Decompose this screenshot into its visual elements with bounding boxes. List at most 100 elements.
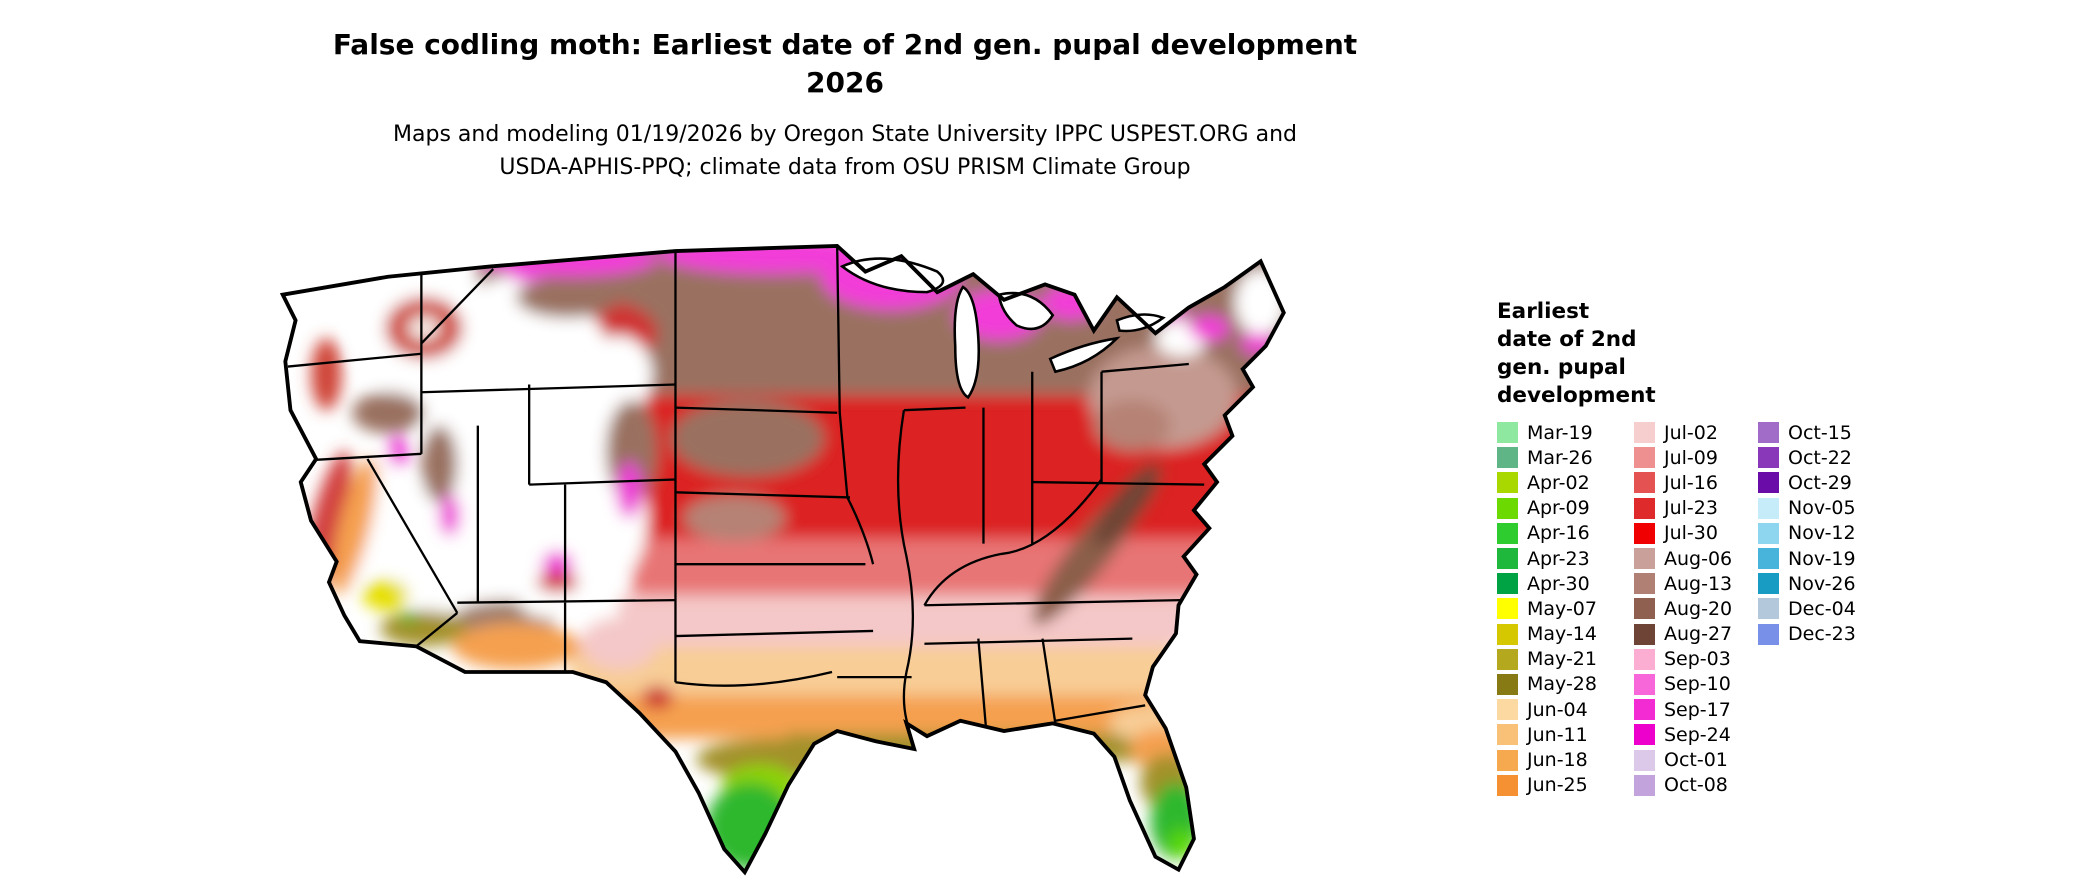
- legend-item: Jun-04: [1497, 697, 1597, 722]
- legend-swatch: [1497, 699, 1518, 721]
- legend-swatch: [1497, 673, 1518, 695]
- legend-column-1: Mar-19 Mar-26 Apr-02 Apr-09 Apr-16 Apr-23 Apr-…: [1497, 420, 1597, 798]
- legend-label: Aug-20: [1664, 597, 1733, 620]
- state-borders: [285, 245, 1205, 742]
- legend-swatch: [1497, 497, 1518, 519]
- legend-label: Apr-16: [1527, 522, 1590, 545]
- legend-label: Apr-30: [1527, 572, 1590, 595]
- legend-swatch: [1497, 623, 1518, 645]
- legend-swatch: [1497, 598, 1518, 620]
- legend-item: May-21: [1497, 647, 1597, 672]
- legend-item: May-07: [1497, 596, 1597, 621]
- legend-label: Jul-16: [1664, 471, 1718, 494]
- legend-item: Sep-10: [1634, 672, 1732, 697]
- legend-label: Oct-29: [1788, 471, 1852, 494]
- legend-title-line: Earliest: [1497, 299, 1590, 324]
- legend-label: Jun-25: [1527, 774, 1588, 797]
- legend-label: Nov-19: [1788, 547, 1856, 570]
- page-title: False codling moth: Earliest date of 2nd…: [180, 26, 1510, 102]
- legend-swatch: [1634, 422, 1655, 444]
- legend-item: Jul-30: [1634, 521, 1732, 546]
- legend-item: Jun-25: [1497, 773, 1597, 798]
- legend-title-line: date of 2nd: [1497, 327, 1637, 352]
- title-line-1: False codling moth: Earliest date of 2nd…: [332, 28, 1358, 61]
- legend-label: May-28: [1527, 673, 1597, 696]
- legend-swatch: [1497, 447, 1518, 469]
- legend-swatch: [1497, 422, 1518, 444]
- legend-swatch: [1758, 623, 1779, 645]
- legend-item: Mar-26: [1497, 445, 1597, 470]
- legend-item: Oct-08: [1634, 773, 1732, 798]
- legend-label: Apr-02: [1527, 471, 1590, 494]
- legend-swatch: [1497, 724, 1518, 746]
- legend-item: Oct-15: [1758, 420, 1856, 445]
- legend-item: May-28: [1497, 672, 1597, 697]
- legend-item: Mar-19: [1497, 420, 1597, 445]
- legend-label: Sep-17: [1664, 698, 1731, 721]
- legend-swatch: [1634, 497, 1655, 519]
- legend-label: Sep-10: [1664, 673, 1731, 696]
- legend-label: Mar-19: [1527, 421, 1593, 444]
- legend-label: Sep-03: [1664, 648, 1731, 671]
- legend-swatch: [1634, 598, 1655, 620]
- legend-swatch: [1758, 548, 1779, 570]
- legend-item: Nov-05: [1758, 496, 1856, 521]
- legend-item: Jul-09: [1634, 445, 1732, 470]
- legend-item: Apr-23: [1497, 546, 1597, 571]
- legend-item: Aug-06: [1634, 546, 1732, 571]
- legend-swatch: [1634, 648, 1655, 670]
- legend-column-3: Oct-15 Oct-22 Oct-29 Nov-05 Nov-12 Nov-19 Nov-…: [1758, 420, 1856, 647]
- legend-label: Nov-26: [1788, 572, 1856, 595]
- legend-label: Jun-04: [1527, 698, 1588, 721]
- legend-item: Dec-04: [1758, 596, 1856, 621]
- legend-label: Jul-02: [1664, 421, 1718, 444]
- legend-swatch: [1634, 724, 1655, 746]
- legend-label: Oct-01: [1664, 749, 1728, 772]
- legend-label: Jul-09: [1664, 446, 1718, 469]
- legend-item: Nov-12: [1758, 521, 1856, 546]
- legend-item: Aug-20: [1634, 596, 1732, 621]
- legend-swatch: [1634, 573, 1655, 595]
- title-line-2: 2026: [806, 66, 884, 99]
- page-subtitle: Maps and modeling 01/19/2026 by Oregon S…: [180, 118, 1510, 184]
- legend-label: Oct-08: [1664, 774, 1728, 797]
- legend-label: Jun-18: [1527, 749, 1588, 772]
- legend-label: May-21: [1527, 648, 1597, 671]
- legend-item: Dec-23: [1758, 622, 1856, 647]
- legend-swatch: [1758, 472, 1779, 494]
- legend-label: Apr-23: [1527, 547, 1590, 570]
- legend-label: Jun-11: [1527, 723, 1588, 746]
- legend-item: Apr-02: [1497, 470, 1597, 495]
- legend-label: Dec-04: [1788, 597, 1856, 620]
- subtitle-line-2: USDA-APHIS-PPQ; climate data from OSU PR…: [499, 155, 1191, 180]
- us-map: [234, 220, 1466, 884]
- legend-item: Sep-24: [1634, 722, 1732, 747]
- legend-label: Aug-13: [1664, 572, 1733, 595]
- legend-swatch: [1634, 522, 1655, 544]
- legend-swatch: [1634, 774, 1655, 796]
- legend-swatch: [1497, 522, 1518, 544]
- legend-item: Jul-16: [1634, 470, 1732, 495]
- legend-item: Aug-13: [1634, 571, 1732, 596]
- legend-swatch: [1497, 749, 1518, 771]
- legend-item: Apr-09: [1497, 496, 1597, 521]
- legend-item: Jul-02: [1634, 420, 1732, 445]
- legend-swatch: [1497, 573, 1518, 595]
- legend-item: Oct-01: [1634, 747, 1732, 772]
- legend-item: Apr-16: [1497, 521, 1597, 546]
- legend-swatch: [1497, 648, 1518, 670]
- legend-item: Aug-27: [1634, 622, 1732, 647]
- legend-swatch: [1634, 699, 1655, 721]
- legend-swatch: [1634, 673, 1655, 695]
- legend-item: Sep-03: [1634, 647, 1732, 672]
- legend-swatch: [1497, 774, 1518, 796]
- legend-swatch: [1758, 573, 1779, 595]
- legend-title: Earliest date of 2nd gen. pupal developm…: [1497, 298, 1656, 410]
- legend-label: Aug-06: [1664, 547, 1733, 570]
- legend-swatch: [1497, 548, 1518, 570]
- subtitle-line-1: Maps and modeling 01/19/2026 by Oregon S…: [393, 122, 1297, 147]
- legend-label: May-14: [1527, 623, 1597, 646]
- legend-swatch: [1634, 472, 1655, 494]
- legend-column-2: Jul-02 Jul-09 Jul-16 Jul-23 Jul-30 Aug-06 Aug-…: [1634, 420, 1732, 798]
